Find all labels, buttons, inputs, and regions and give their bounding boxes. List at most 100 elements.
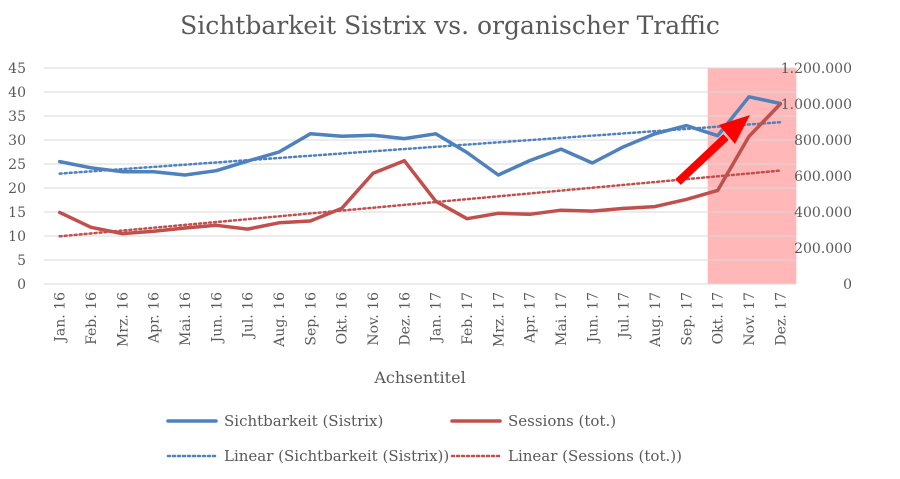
data-point	[152, 170, 155, 173]
x-tick-label: Okt. 16	[335, 292, 351, 344]
data-point	[309, 132, 312, 135]
x-tick-label: Sep. 17	[679, 292, 695, 346]
data-point	[215, 169, 218, 172]
x-tick-label: Mrz. 16	[115, 292, 131, 347]
data-point	[277, 150, 281, 154]
data-point	[58, 160, 61, 163]
data-point	[747, 135, 751, 138]
y-left-tick-label: 35	[8, 109, 26, 125]
data-point	[89, 226, 93, 229]
data-point	[309, 219, 312, 223]
data-point	[246, 159, 249, 163]
x-tick-label: Apr. 17	[523, 292, 539, 344]
data-point	[685, 198, 688, 201]
y-right-tick-label: 0	[843, 277, 852, 293]
trend-arrow-shaft	[675, 134, 729, 185]
data-point	[528, 213, 531, 216]
y-left-tick-label: 5	[17, 253, 26, 269]
data-point	[183, 226, 187, 230]
y-left-tick-label: 40	[8, 85, 26, 101]
data-point	[58, 211, 61, 214]
data-point	[183, 173, 187, 177]
data-point	[246, 227, 249, 231]
data-point	[497, 212, 500, 215]
data-point	[434, 200, 437, 203]
x-tick-label: Mrz. 17	[491, 292, 507, 347]
data-point	[591, 209, 594, 213]
y-right-tick-label: 800.000	[794, 133, 852, 149]
x-tick-label: Dez. 17	[773, 292, 789, 346]
chart-title: Sichtbarkeit Sistrix vs. organischer Tra…	[180, 11, 720, 40]
data-point	[277, 221, 281, 224]
legend-label: Sessions (tot.)	[508, 412, 616, 430]
x-tick-label: Dez. 16	[397, 292, 413, 346]
x-tick-label: Jun. 17	[585, 292, 601, 344]
x-axis-title: Achsentitel	[373, 368, 465, 387]
x-tick-label: Jul. 17	[617, 292, 633, 340]
y-right-tick-label: 600.000	[794, 169, 852, 185]
legend-label: Sichtbarkeit (Sistrix)	[224, 412, 383, 430]
data-point	[559, 147, 563, 151]
data-point	[685, 124, 688, 127]
x-tick-label: Mai. 17	[554, 292, 570, 346]
data-point	[559, 209, 563, 212]
x-tick-label: Jul. 16	[241, 292, 257, 340]
y-left-tick-label: 45	[8, 61, 26, 77]
data-point	[622, 207, 625, 210]
data-point	[121, 170, 124, 173]
legend-label: Linear (Sessions (tot.))	[508, 447, 682, 465]
y-left-tick-label: 10	[8, 229, 26, 245]
y-left-tick-label: 25	[8, 157, 26, 173]
trendline	[58, 169, 782, 238]
data-point	[622, 145, 625, 148]
y-right-tick-label: 1.000.000	[781, 97, 852, 113]
data-point	[403, 159, 406, 162]
x-tick-label: Mai. 16	[178, 292, 194, 346]
x-tick-label: Aug. 17	[648, 292, 664, 348]
x-tick-label: Feb. 17	[460, 292, 476, 345]
data-point	[591, 161, 594, 165]
y-right-tick-label: 400.000	[794, 205, 852, 221]
data-point	[371, 134, 375, 137]
data-point	[779, 102, 782, 106]
series-line	[57, 95, 783, 177]
data-point	[465, 217, 469, 220]
data-point	[747, 95, 751, 99]
x-tick-label: Jan. 16	[53, 292, 69, 344]
y-right-tick-label: 1.200.000	[781, 61, 852, 77]
x-tick-label: Feb. 16	[84, 292, 100, 345]
data-point	[340, 207, 343, 210]
y-left-tick-label: 0	[17, 277, 26, 293]
data-point	[653, 205, 657, 208]
x-tick-label: Jan. 17	[429, 292, 445, 344]
trend-arrow-head	[719, 115, 750, 144]
data-point	[215, 224, 218, 227]
data-point	[716, 189, 719, 192]
y-right-tick-label: 200.000	[794, 241, 852, 257]
data-point	[497, 173, 500, 177]
x-tick-label: Okt. 17	[711, 292, 727, 344]
x-tick-label: Nov. 16	[366, 292, 382, 346]
data-point	[434, 132, 437, 135]
y-left-tick-label: 20	[8, 181, 26, 197]
data-point	[653, 132, 657, 135]
data-point	[528, 159, 531, 162]
x-tick-label: Nov. 17	[742, 292, 758, 346]
x-tick-label: Aug. 16	[272, 292, 288, 348]
data-point	[403, 137, 406, 140]
data-point	[371, 172, 375, 175]
y-left-tick-label: 15	[8, 205, 26, 221]
data-point	[121, 232, 124, 235]
data-point	[340, 134, 343, 138]
legend-label: Linear (Sichtbarkeit (Sistrix))	[224, 447, 449, 465]
data-point	[152, 230, 155, 233]
data-point	[89, 166, 93, 170]
x-tick-label: Apr. 16	[147, 292, 163, 344]
data-point	[465, 151, 469, 154]
y-left-tick-label: 30	[8, 133, 26, 149]
data-point	[716, 134, 719, 137]
x-tick-label: Sep. 16	[303, 292, 319, 346]
x-tick-label: Jun. 16	[209, 292, 225, 344]
series-line	[57, 102, 783, 236]
